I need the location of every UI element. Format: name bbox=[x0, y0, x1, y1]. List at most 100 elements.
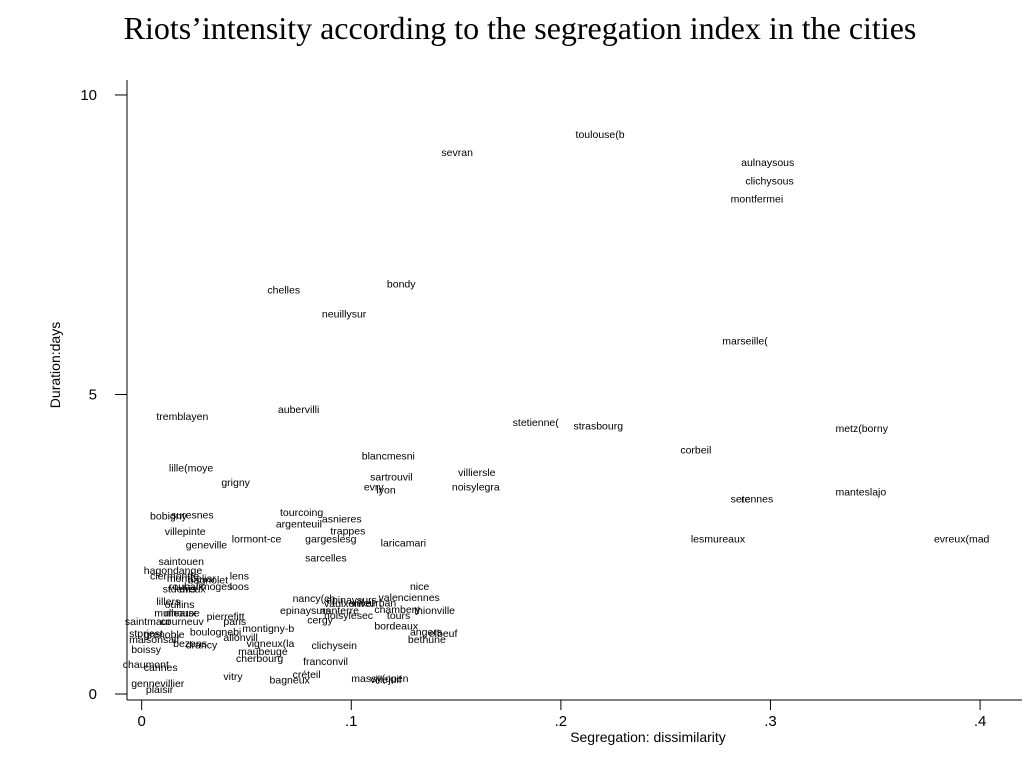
point-label: montfermei bbox=[731, 194, 784, 206]
point-label: nanterre bbox=[320, 605, 359, 617]
point-label: epinaysurs bbox=[280, 605, 331, 617]
point-label: maisonsalf bbox=[129, 634, 179, 646]
point-label: trappes bbox=[330, 525, 365, 537]
point-label: loos bbox=[230, 581, 249, 593]
point-label: strasbourg bbox=[573, 421, 623, 433]
point-label: chelles bbox=[267, 285, 300, 297]
point-label: cherbourg bbox=[236, 653, 283, 665]
point-label: lille(moye bbox=[169, 463, 214, 475]
point-label: suresnes bbox=[171, 509, 214, 521]
point-label: bagneux bbox=[270, 675, 311, 687]
point-label: lens bbox=[230, 570, 249, 582]
point-label: cannes bbox=[144, 662, 178, 674]
point-label: villiersle bbox=[458, 467, 496, 479]
x-tick-label: .1 bbox=[345, 713, 358, 730]
y-ticks: 0 5 10 bbox=[80, 87, 127, 703]
point-label: argenteuil bbox=[276, 518, 322, 530]
point-label: chaumont bbox=[123, 659, 169, 671]
point-label: massy(open bbox=[351, 673, 408, 685]
point-label: blancmesni bbox=[362, 451, 415, 463]
point-label: nancy(ch bbox=[293, 593, 336, 605]
point-label: laricamari bbox=[381, 537, 427, 549]
point-label: bordeaux bbox=[374, 621, 419, 633]
point-label: franconvil bbox=[303, 656, 348, 668]
point-label: bethune bbox=[408, 634, 446, 646]
point-label: saintouen bbox=[158, 556, 204, 568]
point-label: bagnolet bbox=[188, 575, 228, 587]
point-label: neuillysur bbox=[322, 309, 367, 321]
point-label: bobigny bbox=[150, 510, 188, 522]
point-label: nice bbox=[410, 581, 429, 593]
point-label: noisylegra bbox=[452, 482, 500, 494]
point-label: tremblayen bbox=[156, 411, 208, 423]
point-label: thionville bbox=[414, 605, 455, 617]
point-label: corbeil bbox=[680, 445, 711, 457]
point-label: vigneux(la bbox=[246, 638, 294, 650]
point-label: sartrouvil bbox=[370, 472, 413, 484]
point-label: gargeslesg bbox=[305, 533, 357, 545]
data-points: toulouse(b sevran aulnaysous clichysous mont… bbox=[123, 129, 990, 696]
point-label: metz(borny bbox=[835, 423, 888, 435]
point-label: oullins bbox=[165, 599, 195, 611]
point-label: vaulxenvel bbox=[324, 598, 374, 610]
x-tick-label: .4 bbox=[974, 713, 987, 730]
point-label: tourcoing bbox=[280, 507, 323, 519]
point-label: bondy bbox=[387, 279, 416, 291]
point-label: drancy bbox=[186, 639, 218, 651]
chart-title: Riots’intensity according to the segrega… bbox=[123, 10, 917, 46]
point-label: maubeuge bbox=[238, 646, 288, 658]
point-label: paris bbox=[223, 616, 246, 628]
point-label: geneville bbox=[186, 539, 228, 551]
point-label: meaux bbox=[165, 608, 197, 620]
point-label: lesmureaux bbox=[691, 533, 746, 545]
point-label: toulouse(b bbox=[576, 129, 625, 141]
x-tick-label: .2 bbox=[555, 713, 568, 730]
point-label: stpriest bbox=[129, 628, 163, 640]
point-label: grenoble bbox=[144, 629, 185, 641]
point-label: montbeliar bbox=[167, 573, 217, 585]
point-label: allonvill bbox=[223, 632, 257, 644]
point-label: boulognebi bbox=[190, 627, 241, 639]
point-label: marseille( bbox=[722, 336, 768, 348]
point-label: limoges bbox=[196, 581, 232, 593]
point-label: cergy bbox=[307, 615, 333, 627]
point-label: montigny-b bbox=[242, 623, 294, 635]
y-tick-label: 0 bbox=[89, 686, 97, 703]
point-label: tours bbox=[387, 610, 410, 622]
y-tick-label: 10 bbox=[80, 87, 97, 104]
point-label: clichysein bbox=[311, 640, 357, 652]
point-label: sevran bbox=[441, 147, 473, 159]
point-label: sarcelles bbox=[305, 552, 346, 564]
point-label: roubaix bbox=[169, 581, 204, 593]
x-ticks: 0 .1 .2 .3 .4 bbox=[138, 700, 987, 730]
point-label: villejuif bbox=[370, 674, 402, 686]
point-label: lillers bbox=[156, 596, 180, 608]
y-tick-label: 5 bbox=[89, 386, 97, 403]
point-label: grigny bbox=[221, 477, 250, 489]
point-label: dreux bbox=[179, 584, 206, 596]
point-label: sete bbox=[731, 494, 751, 506]
y-axis-title: Duration:days bbox=[47, 322, 63, 408]
point-label: pierrefitt bbox=[207, 611, 245, 623]
point-label: noisylesec bbox=[324, 610, 373, 622]
point-label: clichysous bbox=[745, 176, 793, 188]
point-label: mulhouse bbox=[154, 608, 200, 620]
point-label: epinaysurs bbox=[326, 594, 377, 606]
point-label: stdenis bbox=[163, 584, 196, 596]
point-label: gennevillier bbox=[131, 678, 185, 690]
point-label: villepinte bbox=[165, 526, 206, 538]
point-label: valenciennes bbox=[379, 592, 440, 604]
point-label: créteil bbox=[293, 669, 321, 681]
point-label: manteslajo bbox=[835, 487, 886, 499]
point-label: bezons bbox=[173, 638, 207, 650]
point-label: clermontfe bbox=[150, 570, 199, 582]
point-label: lormont-ce bbox=[232, 533, 282, 545]
point-label: chambery bbox=[374, 604, 421, 616]
point-label: evreux(mad bbox=[934, 533, 990, 545]
point-label: aulnaysous bbox=[741, 157, 794, 169]
x-tick-label: 0 bbox=[138, 713, 146, 730]
point-label: elbeuf bbox=[429, 628, 458, 640]
point-label: boissy bbox=[131, 644, 162, 656]
point-label: hagondange bbox=[144, 565, 203, 577]
